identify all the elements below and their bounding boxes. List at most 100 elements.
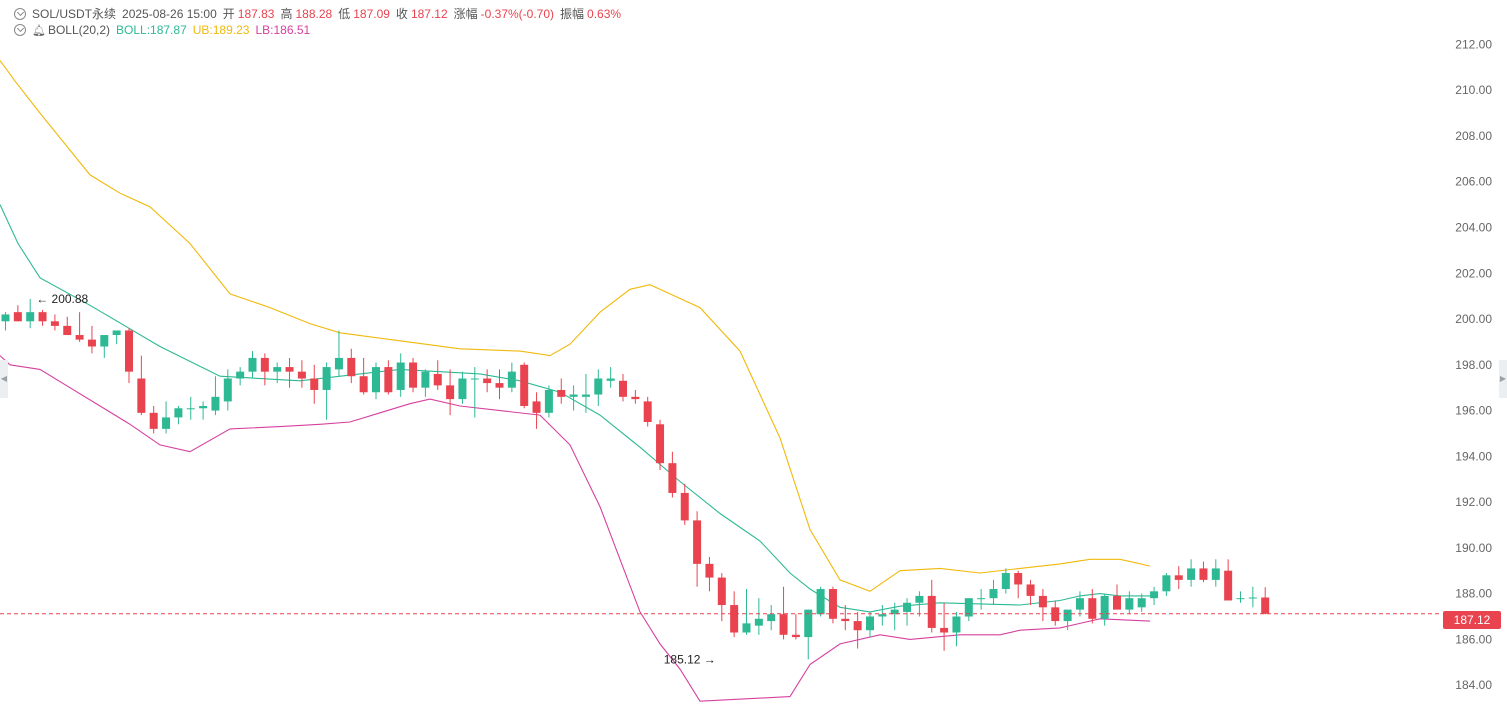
candle-body: [322, 367, 331, 390]
y-tick-label: 190.00: [1455, 541, 1492, 555]
candle-body: [372, 367, 380, 393]
candle: [717, 573, 726, 622]
boll-lower-line: [0, 355, 1151, 702]
candle-body: [1001, 573, 1010, 590]
candle-body: [483, 378, 492, 384]
candle-body: [1088, 598, 1097, 619]
candle-body: [779, 614, 788, 635]
candle: [63, 316, 72, 336]
candle-body: [1113, 595, 1121, 610]
candle: [619, 373, 627, 402]
candle-body: [1075, 598, 1084, 610]
candle-body: [396, 362, 405, 390]
candle-body: [841, 618, 850, 622]
candle-body: [717, 577, 726, 606]
candle-body: [1100, 595, 1109, 619]
candle-body: [1150, 591, 1159, 599]
candle: [483, 369, 492, 393]
candle: [13, 305, 22, 322]
indicator-name: BOLL(20,2): [47, 23, 111, 37]
candle: [1187, 559, 1196, 587]
candle-body: [1211, 568, 1220, 580]
candle-body: [742, 623, 751, 633]
candle: [1001, 568, 1010, 594]
candle-body: [87, 339, 96, 347]
amplitude-label: 振幅: [560, 7, 585, 21]
candle: [594, 369, 603, 406]
candle: [211, 376, 220, 416]
candle-body: [1038, 595, 1047, 608]
candle-body: [13, 312, 22, 322]
candle: [297, 360, 306, 388]
candle: [1063, 609, 1072, 631]
candle: [656, 419, 665, 471]
candle-body: [581, 394, 590, 397]
candle: [223, 369, 232, 411]
candle-body: [631, 396, 640, 400]
candle-body: [334, 357, 343, 370]
candle: [1113, 584, 1121, 610]
candle-body: [656, 424, 665, 464]
candle-body: [310, 378, 319, 390]
candle: [125, 328, 133, 384]
candle: [359, 357, 368, 395]
candle-body: [162, 417, 171, 429]
candle-body: [853, 621, 862, 631]
candle: [248, 351, 257, 379]
candle-body: [569, 394, 578, 397]
alarm-bell-icon[interactable]: 🔔︎: [32, 24, 46, 37]
candle-body: [421, 371, 430, 388]
candle: [544, 385, 553, 418]
candle: [964, 598, 973, 622]
candle-body: [705, 563, 714, 578]
candle-body: [458, 378, 467, 400]
right-scroll-handle[interactable]: ▶: [1499, 360, 1507, 398]
ub-value: UB:189.23: [192, 23, 250, 37]
price-axis: 212.00 210.00 208.00 206.00 204.00 202.00 200.…: [1455, 37, 1492, 692]
candle-body: [754, 618, 763, 626]
candle: [1014, 570, 1023, 599]
candle-body: [507, 371, 516, 388]
candle-body: [804, 609, 813, 638]
high-value: 188.28: [295, 6, 333, 21]
candle-body: [828, 589, 837, 619]
candle: [828, 586, 837, 624]
candle: [705, 556, 714, 592]
candle: [100, 335, 109, 358]
candle: [1137, 593, 1146, 612]
candle-body: [520, 364, 529, 406]
candle: [38, 309, 47, 326]
candle-body: [989, 589, 998, 599]
y-tick-label: 204.00: [1455, 220, 1492, 234]
candle-body: [1137, 598, 1146, 608]
price-annotation: ← 200.88: [36, 292, 88, 306]
candles: [1, 298, 1270, 660]
candle-body: [1199, 568, 1208, 580]
candle-body: [1187, 568, 1196, 580]
collapse-toggle-icon[interactable]: [14, 24, 26, 36]
candle-body: [977, 598, 986, 600]
candle: [347, 348, 356, 384]
collapse-toggle-icon[interactable]: [14, 7, 26, 20]
candle-body: [1063, 609, 1072, 622]
candle-body: [260, 357, 269, 372]
candle: [199, 401, 208, 420]
boll-value: BOLL:187.87: [116, 23, 187, 37]
candle-body: [38, 312, 47, 322]
candle-body: [680, 492, 689, 521]
symbol-label: SOL/USDT永续: [32, 7, 117, 21]
left-scroll-handle[interactable]: ◀: [0, 360, 8, 398]
y-tick-label: 212.00: [1455, 37, 1492, 51]
candle-body: [878, 614, 887, 617]
candle-body: [1236, 598, 1245, 600]
candle-body: [791, 634, 800, 638]
candle: [162, 401, 171, 434]
candle: [841, 605, 850, 631]
candle: [495, 369, 504, 400]
y-tick-label: 188.00: [1455, 587, 1492, 601]
candle: [396, 353, 405, 397]
candle: [112, 330, 121, 345]
candle-body: [1051, 607, 1060, 622]
candle-body: [359, 376, 368, 393]
